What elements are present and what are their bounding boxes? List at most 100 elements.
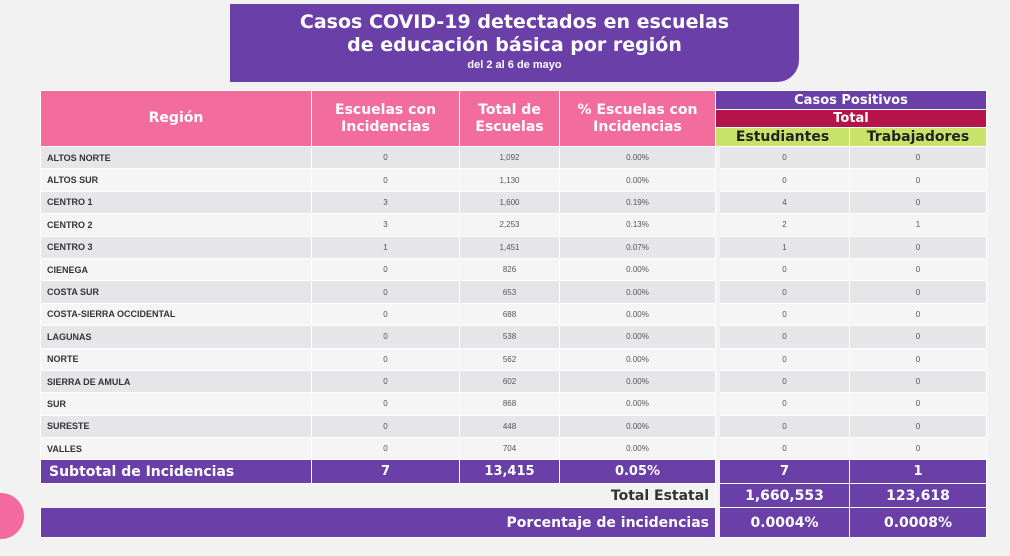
table-body: ALTOS NORTE 0 1,092 0.00% 0 0 ALTOS SUR 0 1,130 0… — [40, 145, 988, 461]
title-banner: Casos COVID-19 detectados en escuelas de… — [230, 4, 799, 82]
pct-cell: 0.13% — [559, 213, 716, 237]
subtotal-total: 13,415 — [459, 459, 560, 485]
header-trabajadores: Trabajadores — [848, 127, 988, 147]
subtotal-label: Subtotal de Incidencias — [40, 459, 312, 485]
total-escuelas-cell: 1,451 — [459, 235, 560, 259]
table-row: COSTA-SIERRA OCCIDENTAL 0 688 0.00% 0 0 — [40, 302, 988, 327]
trabajadores-cell: 0 — [848, 414, 988, 439]
trabajadores-cell: 0 — [848, 190, 988, 215]
estudiantes-cell: 0 — [719, 302, 850, 327]
total-estatal-row: Total Estatal 1,660,553 123,618 — [40, 483, 988, 509]
total-escuelas-cell: 448 — [459, 414, 560, 439]
region-cell: COSTA SUR — [40, 280, 312, 304]
estudiantes-cell: 0 — [719, 437, 850, 461]
trabajadores-cell: 0 — [848, 437, 988, 461]
pct-cell: 0.07% — [559, 235, 716, 259]
region-cell: VALLES — [40, 437, 312, 461]
escuelas-cell: 0 — [311, 369, 460, 394]
porcentaje-label: Porcentaje de incidencias — [40, 507, 716, 539]
total-escuelas-cell: 562 — [459, 347, 560, 371]
pct-cell: 0.00% — [559, 392, 716, 416]
total-estatal-trabajadores: 123,618 — [848, 483, 988, 509]
porcentaje-estudiantes: 0.0004% — [719, 507, 850, 539]
region-cell: NORTE — [40, 347, 312, 371]
region-cell: CIENEGA — [40, 257, 312, 282]
decorative-pink-shape — [0, 493, 24, 539]
escuelas-cell: 0 — [311, 168, 460, 192]
table-row: CENTRO 1 3 1,600 0.19% 4 0 — [40, 190, 988, 215]
total-escuelas-cell: 653 — [459, 280, 560, 304]
trabajadores-cell: 0 — [848, 257, 988, 282]
total-escuelas-cell: 1,600 — [459, 190, 560, 215]
total-escuelas-cell: 602 — [459, 369, 560, 394]
trabajadores-cell: 0 — [848, 347, 988, 371]
pct-cell: 0.00% — [559, 369, 716, 394]
region-cell: CENTRO 1 — [40, 190, 312, 215]
porcentaje-trabajadores: 0.0008% — [848, 507, 988, 539]
region-cell: LAGUNAS — [40, 325, 312, 349]
estudiantes-cell: 0 — [719, 325, 850, 349]
region-cell: ALTOS SUR — [40, 168, 312, 192]
escuelas-cell: 0 — [311, 392, 460, 416]
total-estatal-label: Total Estatal — [559, 483, 716, 509]
estudiantes-cell: 0 — [719, 347, 850, 371]
pct-cell: 0.00% — [559, 145, 716, 170]
table-row: CENTRO 3 1 1,451 0.07% 1 0 — [40, 235, 988, 259]
estudiantes-cell: 2 — [719, 213, 850, 237]
region-cell: SIERRA DE AMULA — [40, 369, 312, 394]
subtotal-pct: 0.05% — [559, 459, 716, 485]
header-escuelas-con-incidencias: Escuelas con Incidencias — [311, 90, 460, 147]
trabajadores-cell: 1 — [848, 213, 988, 237]
estudiantes-cell: 0 — [719, 257, 850, 282]
table-row: LAGUNAS 0 538 0.00% 0 0 — [40, 325, 988, 349]
estudiantes-cell: 0 — [719, 145, 850, 170]
region-cell: SURESTE — [40, 414, 312, 439]
trabajadores-cell: 0 — [848, 369, 988, 394]
escuelas-cell: 1 — [311, 235, 460, 259]
region-cell: CENTRO 2 — [40, 213, 312, 237]
escuelas-cell: 0 — [311, 347, 460, 371]
header-casos-positivos: Casos Positivos — [714, 90, 988, 110]
estudiantes-cell: 0 — [719, 414, 850, 439]
region-cell: CENTRO 3 — [40, 235, 312, 259]
escuelas-cell: 0 — [311, 325, 460, 349]
estudiantes-cell: 0 — [719, 280, 850, 304]
pct-cell: 0.00% — [559, 257, 716, 282]
subtotal-estudiantes: 7 — [719, 459, 850, 485]
covid-cases-table: Región Escuelas con Incidencias Total de… — [40, 90, 988, 539]
estudiantes-cell: 4 — [719, 190, 850, 215]
pct-cell: 0.00% — [559, 168, 716, 192]
total-escuelas-cell: 704 — [459, 437, 560, 461]
escuelas-cell: 0 — [311, 414, 460, 439]
total-escuelas-cell: 538 — [459, 325, 560, 349]
header-pct-escuelas: % Escuelas con Incidencias — [559, 90, 716, 147]
trabajadores-cell: 0 — [848, 280, 988, 304]
trabajadores-cell: 0 — [848, 392, 988, 416]
table-row: CIENEGA 0 826 0.00% 0 0 — [40, 257, 988, 282]
table-row: ALTOS NORTE 0 1,092 0.00% 0 0 — [40, 145, 988, 170]
trabajadores-cell: 0 — [848, 235, 988, 259]
trabajadores-cell: 0 — [848, 168, 988, 192]
blank-cell — [40, 483, 560, 509]
pct-cell: 0.00% — [559, 280, 716, 304]
region-cell: COSTA-SIERRA OCCIDENTAL — [40, 302, 312, 327]
total-escuelas-cell: 2,253 — [459, 213, 560, 237]
total-escuelas-cell: 1,130 — [459, 168, 560, 192]
header-total-escuelas: Total de Escuelas — [459, 90, 560, 147]
header-estudiantes: Estudiantes — [715, 127, 850, 147]
escuelas-cell: 0 — [311, 257, 460, 282]
total-escuelas-cell: 868 — [459, 392, 560, 416]
escuelas-cell: 3 — [311, 213, 460, 237]
table-row: NORTE 0 562 0.00% 0 0 — [40, 347, 988, 371]
title-line-2: de educación básica por región — [347, 34, 682, 56]
subtotal-row: Subtotal de Incidencias 7 13,415 0.05% 7… — [40, 459, 988, 485]
total-estatal-estudiantes: 1,660,553 — [719, 483, 850, 509]
title-line-1: Casos COVID-19 detectados en escuelas — [299, 11, 730, 33]
trabajadores-cell: 0 — [848, 325, 988, 349]
table-row: SIERRA DE AMULA 0 602 0.00% 0 0 — [40, 369, 988, 394]
title-subtitle: del 2 al 6 de mayo — [467, 59, 562, 71]
estudiantes-cell: 0 — [719, 392, 850, 416]
pct-cell: 0.00% — [559, 347, 716, 371]
estudiantes-cell: 0 — [719, 168, 850, 192]
escuelas-cell: 0 — [311, 302, 460, 327]
